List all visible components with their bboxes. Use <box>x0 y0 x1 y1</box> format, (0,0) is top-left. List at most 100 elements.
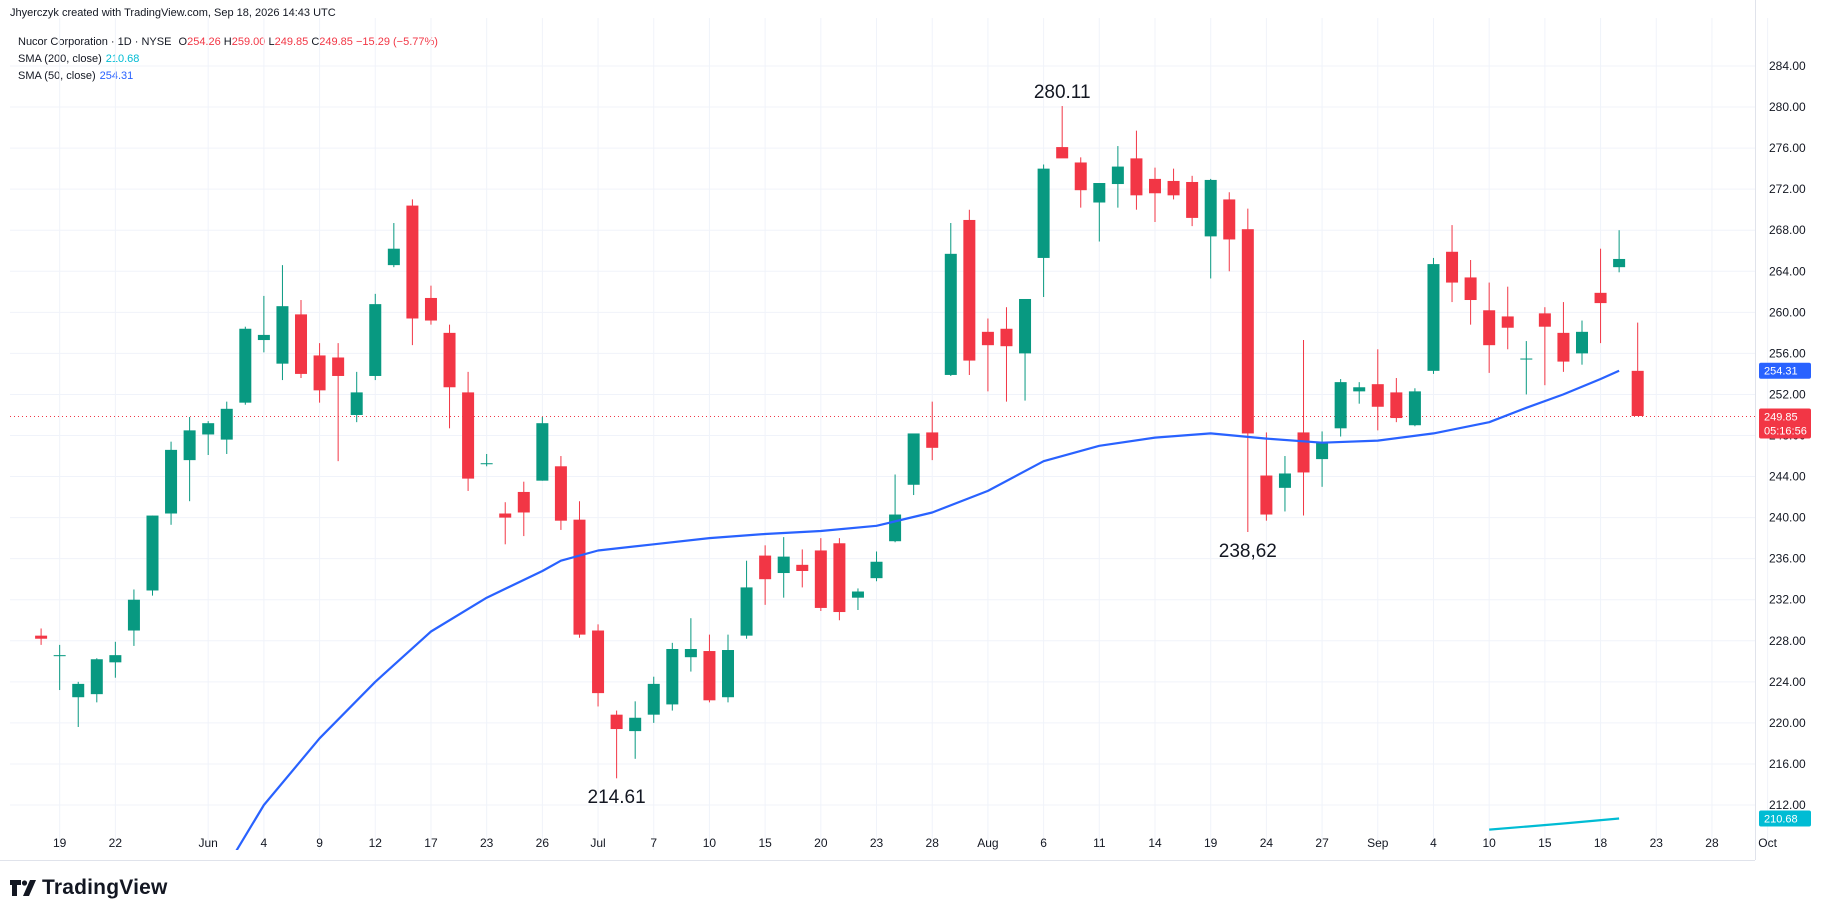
candle-down <box>814 538 827 612</box>
candle-down <box>1186 175 1199 227</box>
candle-body <box>1278 473 1291 488</box>
candle-body <box>1594 292 1607 304</box>
candle-body <box>1297 432 1310 473</box>
candle-down <box>35 628 48 645</box>
time-axis-tick: 23 <box>480 836 494 850</box>
candle-body <box>1520 358 1533 360</box>
legend-open: 254.26 <box>187 36 221 48</box>
price-tag-bg <box>1759 408 1811 439</box>
time-axis-tick: Aug <box>977 836 998 850</box>
price-tag: 254.31 <box>1759 362 1811 379</box>
candle-body <box>926 432 939 448</box>
candle-body <box>220 408 233 440</box>
candle-up <box>53 644 66 691</box>
time-axis-tick: 14 <box>1148 836 1162 850</box>
time-axis-tick: 19 <box>1204 836 1218 850</box>
candle-body <box>1446 251 1459 283</box>
time-axis: 19 22 Jun 4 9 12 17 23 26 Jul 7 10 15 20 23 28 Aug 6 11 14 1… <box>53 836 1778 850</box>
candle-up <box>387 223 400 268</box>
candle-body <box>889 514 902 542</box>
candle-body <box>833 543 846 613</box>
candle-body <box>202 423 215 435</box>
candle-body <box>1613 258 1626 268</box>
candle-up <box>870 551 883 582</box>
candle-body <box>1631 370 1644 416</box>
time-axis-tick: Oct <box>1758 836 1777 850</box>
candle-body <box>165 449 178 514</box>
tradingview-logo[interactable]: TradingView <box>10 876 168 900</box>
candle-up <box>1111 146 1124 208</box>
legend-symbol: Nucor Corporation · 1D · NYSE <box>18 36 172 48</box>
candle-down <box>759 545 772 605</box>
price-tag-countdown: 05:16:56 <box>1764 426 1807 438</box>
candles <box>35 106 1644 779</box>
candle-body <box>536 423 549 481</box>
candle-body <box>1149 178 1161 194</box>
candle-body <box>907 433 920 485</box>
time-axis-tick: 4 <box>261 836 268 850</box>
legend-change: −15.29 (−5.77%) <box>355 36 438 48</box>
grid-lines <box>10 18 1769 850</box>
candle-down <box>1167 168 1180 200</box>
legend-high-label: H <box>223 36 232 48</box>
candle-body <box>1427 264 1440 371</box>
candle-down <box>1538 307 1551 386</box>
candle-up <box>350 371 363 423</box>
candle-body <box>963 219 976 361</box>
candle-down <box>981 318 994 392</box>
time-axis-tick: 9 <box>316 836 323 850</box>
candle-down <box>554 456 567 530</box>
legend-high: 259.00 <box>231 36 266 48</box>
time-axis-tick: 24 <box>1260 836 1274 850</box>
price-annotation: 214.61 <box>588 787 646 808</box>
price-axis-tick: 212.00 <box>1769 798 1806 812</box>
candle-body <box>1111 166 1124 185</box>
candle-body <box>1538 313 1551 327</box>
legend-sma50-label: SMA (50, close) <box>18 70 96 82</box>
candle-body <box>554 466 567 521</box>
price-tag: 249.85 05:16:56 <box>1759 408 1811 439</box>
candle-down <box>406 199 419 346</box>
candle-body <box>777 556 790 574</box>
candle-up <box>1278 456 1291 512</box>
candle-down <box>313 343 326 403</box>
candle-body <box>517 491 530 513</box>
time-axis-tick: Sep <box>1367 836 1389 850</box>
candle-up <box>629 701 642 759</box>
candle-down <box>963 209 976 375</box>
candle-up <box>536 417 549 481</box>
candle-body <box>1575 331 1588 354</box>
candle-up <box>90 658 103 703</box>
candle-body <box>1186 181 1199 218</box>
legend-sma50-value: 254.31 <box>99 70 134 82</box>
chart-legend: Nucor Corporation · 1D · NYSE O254.26 H2… <box>18 34 438 85</box>
time-axis-tick: 19 <box>53 836 67 850</box>
price-axis-tick: 228.00 <box>1769 634 1806 648</box>
candle-body <box>53 655 66 657</box>
sma200-line <box>1489 817 1620 831</box>
candle-body <box>1353 387 1366 392</box>
candle-body <box>1167 180 1180 196</box>
candle-up <box>220 401 233 454</box>
legend-sma50-row[interactable]: SMA (50, close) 254.31 <box>18 68 438 85</box>
candle-body <box>1037 168 1050 258</box>
time-axis-tick: 15 <box>758 836 772 850</box>
candle-body <box>90 659 103 695</box>
candle-up <box>1520 341 1533 395</box>
legend-close: 249.85 <box>319 36 353 48</box>
price-annotation: 238,62 <box>1219 541 1277 562</box>
candle-down <box>1056 106 1069 159</box>
candle-up <box>740 560 753 639</box>
candle-body <box>981 331 994 346</box>
candle-body <box>369 304 382 376</box>
candle-down <box>592 624 605 707</box>
candle-body <box>1093 183 1106 203</box>
price-axis-tick: 224.00 <box>1769 675 1806 689</box>
price-axis-tick: 220.00 <box>1769 716 1806 730</box>
candle-body <box>870 561 883 579</box>
candle-body <box>1408 391 1421 426</box>
sma50-line <box>235 369 1620 850</box>
candle-body <box>1501 316 1514 328</box>
price-axis-tick: 244.00 <box>1769 470 1806 484</box>
